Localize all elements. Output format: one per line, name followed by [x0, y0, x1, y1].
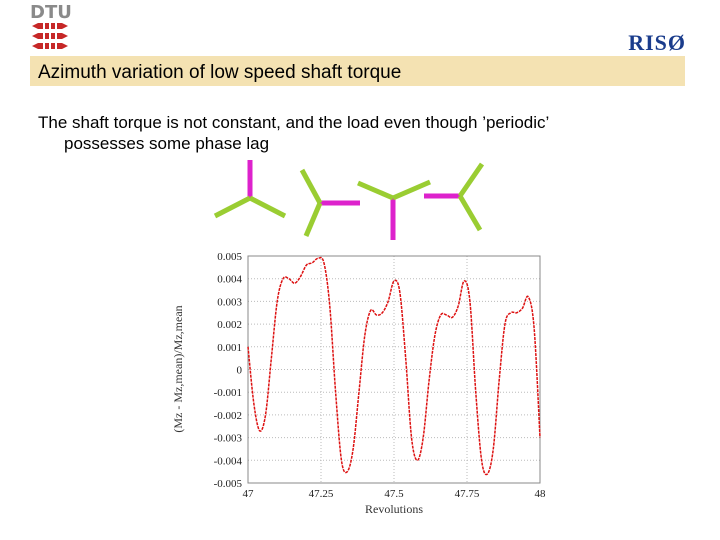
y-tick-label: -0.004 — [214, 455, 243, 467]
y-axis-label: (Mz - Mz,mean)/Mz,mean — [171, 305, 185, 432]
y-tick-label: -0.003 — [214, 433, 243, 445]
plot-frame — [247, 255, 541, 484]
rotor-positions-diagram — [213, 160, 485, 240]
dtu-logo-mark — [32, 23, 68, 49]
x-tick-label: 48 — [535, 488, 547, 500]
x-tick-label: 47.75 — [455, 488, 480, 500]
dtu-logo-text: DTU — [30, 2, 72, 23]
y-tick-label: 0.005 — [217, 251, 242, 263]
y-tick-label: 0.003 — [217, 296, 242, 308]
rotor-position-3 — [357, 179, 431, 240]
y-tick-label: -0.005 — [214, 478, 243, 490]
y-tick-label: 0.001 — [217, 342, 242, 354]
body-line-1: The shaft torque is not constant, and th… — [38, 113, 550, 132]
rotor-position-4 — [424, 162, 485, 232]
rotor-position-1 — [213, 160, 287, 219]
y-tick-label: 0 — [237, 365, 243, 377]
title-bar — [30, 56, 685, 86]
body-line-2: possesses some phase lag — [64, 134, 270, 153]
y-tick-label: 0.002 — [217, 319, 242, 331]
slide-body: The shaft torque is not constant, and th… — [38, 112, 698, 154]
x-axis-label: Revolutions — [365, 502, 423, 516]
y-axis-ticks: 0.005 0.004 0.003 0.002 0.001 0 -0.001 -0.002 -0… — [214, 251, 243, 490]
x-tick-label: 47.5 — [384, 488, 404, 500]
torque-chart: 0.005 0.004 0.003 0.002 0.001 0 -0.001 -0.002 -0… — [171, 251, 547, 516]
y-tick-label: -0.001 — [214, 387, 242, 399]
slide-title: Azimuth variation of low speed shaft tor… — [38, 62, 402, 83]
x-axis-ticks: 47 47.25 47.5 47.75 48 — [243, 488, 547, 500]
riso-logo: RISØ — [628, 30, 686, 55]
x-tick-label: 47 — [243, 488, 255, 500]
torque-series-line — [247, 256, 541, 476]
y-tick-label: -0.002 — [214, 410, 242, 422]
chart-grid — [247, 255, 541, 484]
x-tick-label: 47.25 — [309, 488, 334, 500]
y-tick-label: 0.004 — [217, 274, 242, 286]
rotor-position-2 — [299, 168, 360, 237]
dtu-logo: DTU — [30, 2, 72, 54]
